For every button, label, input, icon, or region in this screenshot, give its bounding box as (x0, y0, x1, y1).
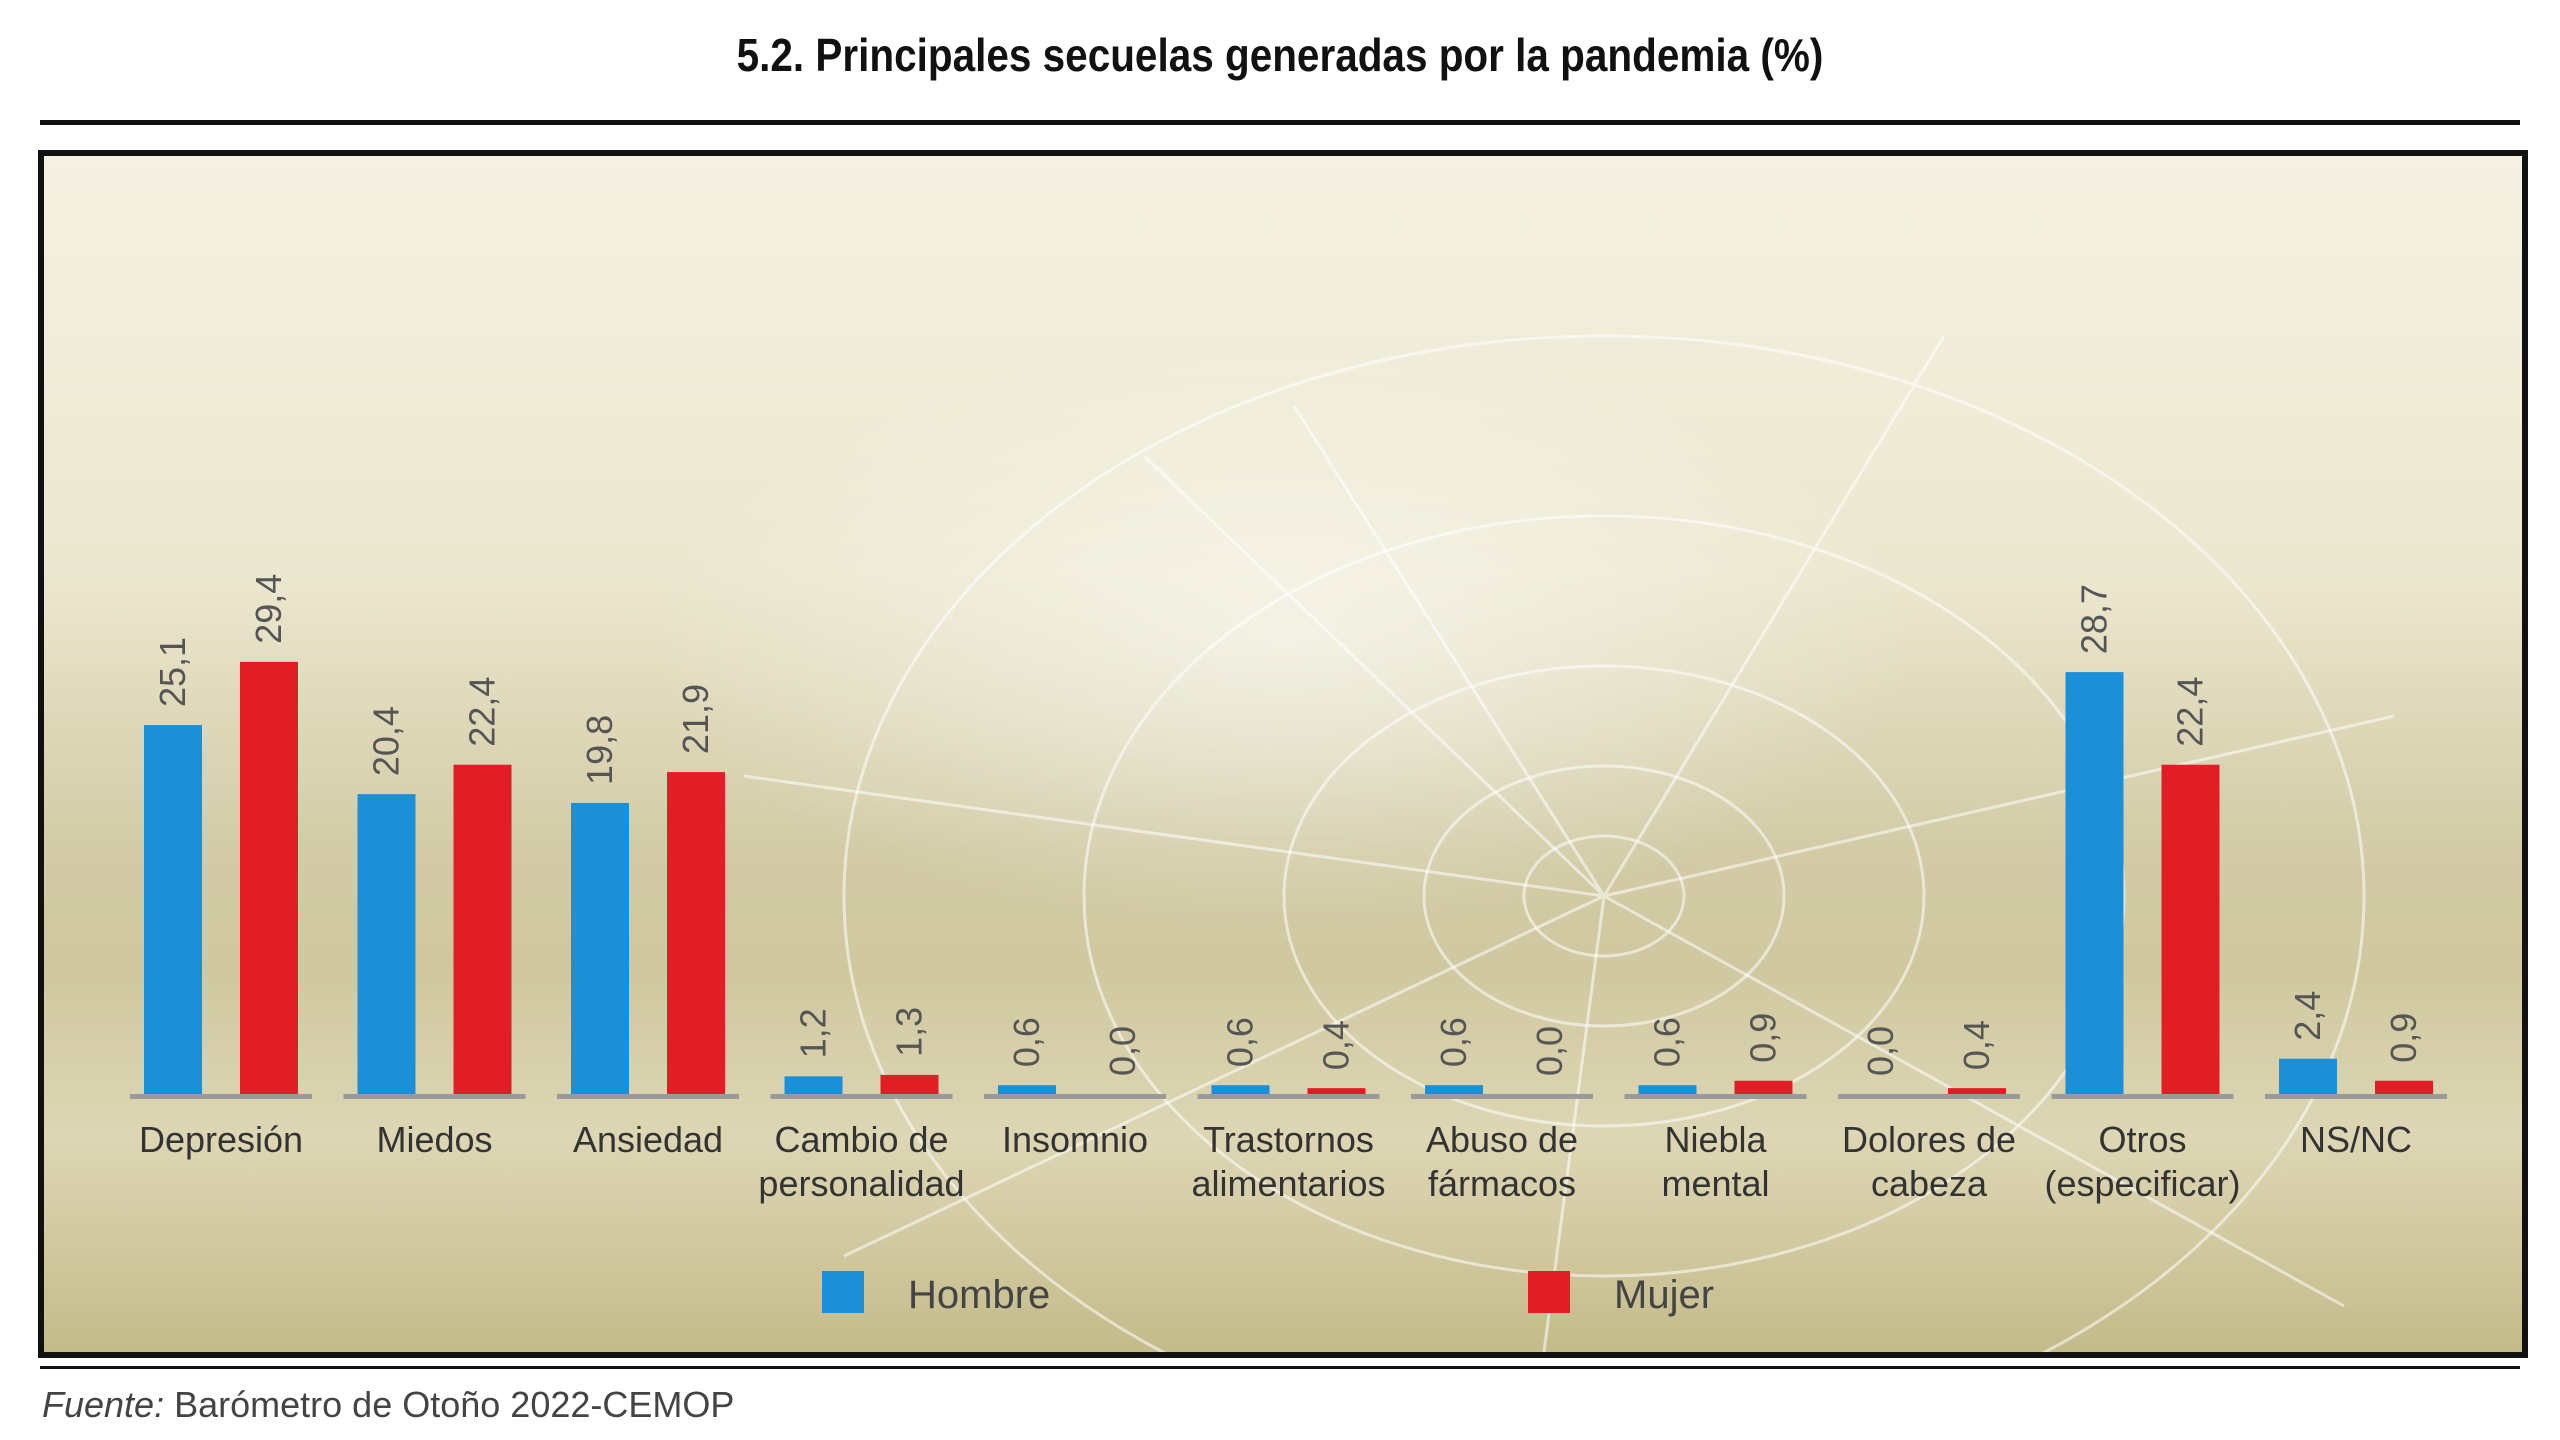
category-label: Insomnio (1002, 1119, 1148, 1160)
axis-segment (343, 1094, 526, 1099)
category-label: NS/NC (2300, 1119, 2412, 1160)
data-label: 0,0 (1102, 1026, 1143, 1076)
data-label: 0,6 (1647, 1017, 1688, 1067)
data-label: 0,0 (1529, 1026, 1570, 1076)
data-label: 0,0 (1860, 1026, 1901, 1076)
plot-area: 25,1 29,4 Depresión 20,4 22,4 Miedos 19,8 21,9 A… (130, 574, 2447, 1204)
data-label: 29,4 (248, 574, 289, 644)
bar-hombre (1638, 1085, 1697, 1094)
data-label: 0,4 (1316, 1020, 1357, 1070)
bar-hombre (144, 725, 202, 1094)
bar-hombre (357, 794, 416, 1094)
category-label: Depresión (139, 1119, 303, 1160)
category-label: Cambio de (774, 1119, 948, 1160)
category-label: Ansiedad (573, 1119, 723, 1160)
data-label: 28,7 (2074, 584, 2115, 654)
source-rule (40, 1366, 2520, 1369)
category-label: personalidad (758, 1163, 964, 1204)
legend-item-hombre: Hombre (822, 1271, 1050, 1317)
bar-hombre (571, 802, 629, 1094)
bar-mujer (2161, 764, 2220, 1094)
bar-hombre (784, 1076, 843, 1094)
bar-group: 0,6 0,0 Insomnio (984, 1017, 1166, 1160)
bar-mujer (1734, 1080, 1793, 1094)
legend-swatch-hombre (822, 1271, 864, 1313)
bar-group: 2,4 0,9 NS/NC (2265, 991, 2447, 1160)
data-label: 22,4 (2170, 677, 2211, 747)
bar-mujer (453, 764, 512, 1094)
category-label: mental (1661, 1163, 1769, 1204)
axis-segment (1411, 1094, 1593, 1099)
legend-label-hombre: Hombre (908, 1273, 1050, 1317)
category-label: cabeza (1871, 1163, 1988, 1204)
bar-group: 28,7 22,4 Otros(especificar) (2044, 584, 2240, 1204)
data-label: 2,4 (2287, 991, 2328, 1041)
axis-segment (1838, 1094, 2020, 1099)
category-label: Otros (2098, 1119, 2186, 1160)
data-label: 0,9 (1743, 1013, 1784, 1063)
source-label: Fuente: (42, 1384, 165, 1425)
source-note: Fuente: Barómetro de Otoño 2022-CEMOP (42, 1384, 734, 1426)
bar-mujer (667, 772, 725, 1094)
bar-hombre (2065, 672, 2124, 1094)
data-label: 0,6 (1433, 1017, 1474, 1067)
category-label: (especificar) (2044, 1163, 2240, 1204)
data-label: 0,6 (1220, 1017, 1261, 1067)
category-label: Trastornos (1203, 1119, 1374, 1160)
category-label: alimentarios (1191, 1163, 1385, 1204)
category-label: fármacos (1428, 1163, 1576, 1204)
data-label: 1,2 (793, 1008, 834, 1058)
bar-mujer (240, 661, 298, 1094)
spider-web-decoration (743, 334, 2395, 1352)
axis-segment (2265, 1094, 2447, 1099)
category-label: Abuso de (1426, 1119, 1578, 1160)
chart-title: 5.2. Principales secuelas generadas por … (736, 29, 1824, 81)
title-rule (40, 120, 2520, 125)
chart-frame: 25,1 29,4 Depresión 20,4 22,4 Miedos 19,8 21,9 A… (38, 150, 2528, 1358)
legend: Hombre Mujer (822, 1271, 1714, 1317)
bar-group: 19,8 21,9 Ansiedad (557, 684, 739, 1160)
bar-mujer (1948, 1088, 2006, 1094)
data-label: 20,4 (366, 706, 407, 776)
bar-hombre (2279, 1058, 2337, 1094)
data-label: 25,1 (152, 637, 193, 707)
axis-segment (770, 1094, 953, 1099)
data-label: 1,3 (889, 1007, 930, 1057)
bar-mujer (880, 1074, 939, 1094)
source-text: Barómetro de Otoño 2022-CEMOP (174, 1384, 735, 1425)
category-label: Dolores de (1842, 1119, 2016, 1160)
axis-segment (557, 1094, 739, 1099)
axis-segment (1197, 1094, 1380, 1099)
bar-hombre (1425, 1085, 1483, 1094)
bar-group: 25,1 29,4 Depresión (130, 574, 312, 1160)
data-label: 0,9 (2383, 1013, 2424, 1063)
bar-mujer (1307, 1088, 1366, 1094)
bar-group: 20,4 22,4 Miedos (343, 677, 526, 1160)
bar-hombre (1211, 1085, 1270, 1094)
bar-hombre (998, 1085, 1056, 1094)
data-label: 19,8 (579, 715, 620, 785)
axis-segment (984, 1094, 1166, 1099)
bar-mujer (2375, 1080, 2433, 1094)
legend-item-mujer: Mujer (1528, 1271, 1714, 1317)
data-label: 22,4 (462, 677, 503, 747)
category-label: Niebla (1664, 1119, 1767, 1160)
axis-segment (1624, 1094, 1807, 1099)
data-label: 21,9 (675, 684, 716, 754)
data-label: 0,6 (1006, 1017, 1047, 1067)
axis-segment (130, 1094, 312, 1099)
category-label: Miedos (376, 1119, 492, 1160)
data-label: 0,4 (1956, 1020, 1997, 1070)
axis-segment (2051, 1094, 2234, 1099)
legend-swatch-mujer (1528, 1271, 1570, 1313)
legend-label-mujer: Mujer (1614, 1273, 1714, 1317)
chart-svg: 25,1 29,4 Depresión 20,4 22,4 Miedos 19,8 21,9 A… (130, 334, 2447, 1352)
